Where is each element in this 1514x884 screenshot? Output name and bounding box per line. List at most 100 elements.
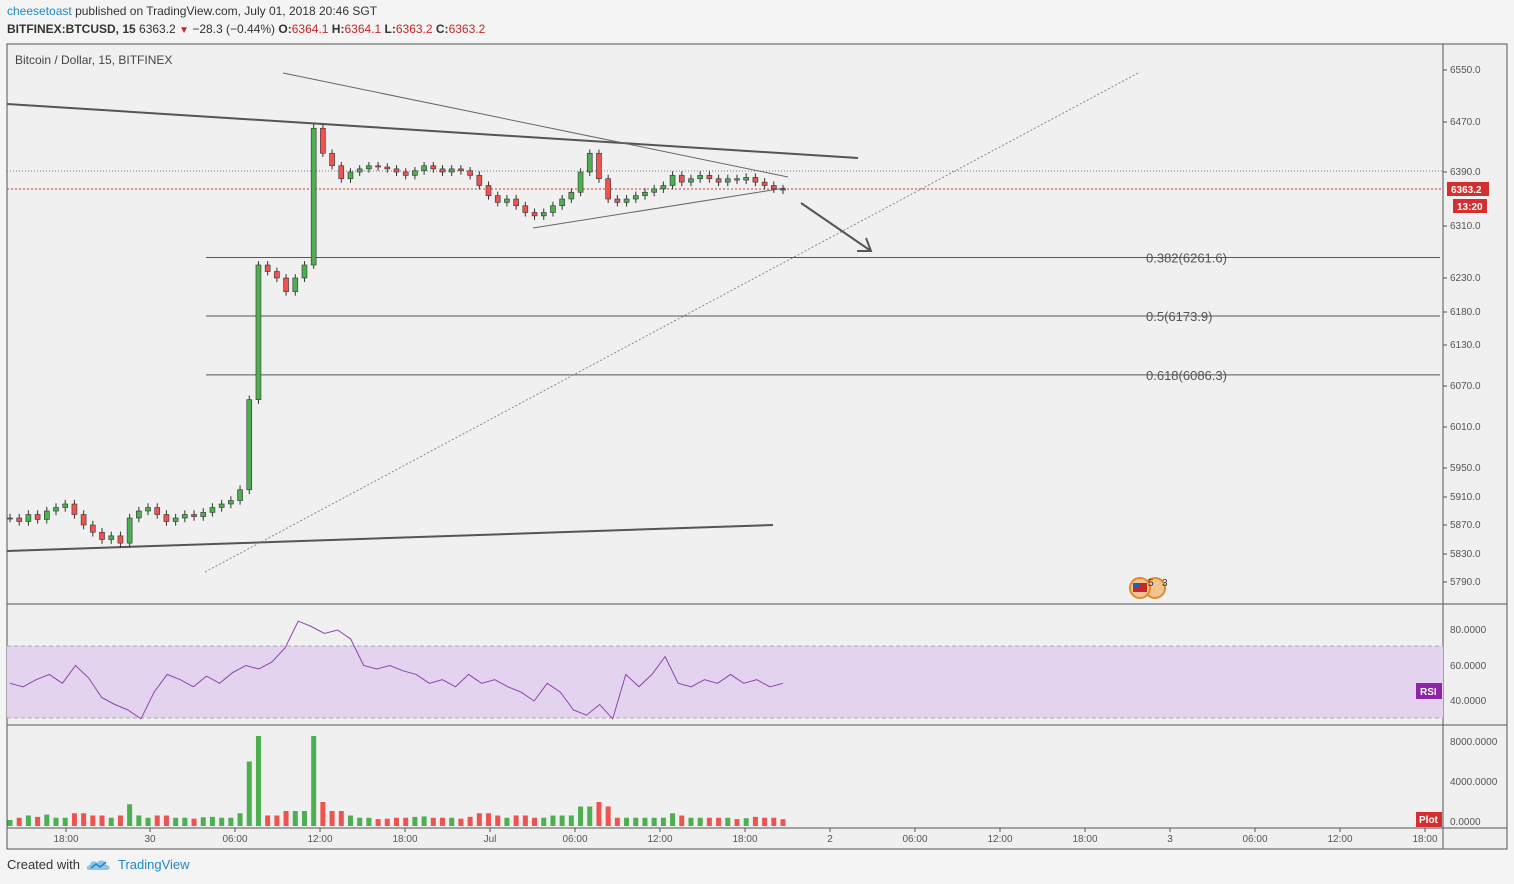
economic-events-icon[interactable]: 5 3 (1129, 577, 1168, 599)
last-price-tag (1447, 182, 1489, 196)
volume-bar (108, 817, 114, 826)
candle-body (402, 171, 409, 176)
volume-bar (292, 811, 298, 826)
volume-bar (624, 817, 630, 826)
volume-bar (394, 817, 399, 826)
time-tick-label: 2 (827, 834, 833, 845)
volume-bar (440, 817, 446, 826)
candle-body (412, 170, 418, 176)
high-label: H: (331, 22, 345, 36)
volume-bar (200, 817, 206, 826)
volume-bar (127, 804, 133, 826)
candle-body (62, 503, 69, 508)
candle-body (430, 165, 437, 170)
low-value: 6363.2 (395, 22, 433, 36)
candle-body (264, 264, 271, 272)
last-price-tag-text: 6363.2 (1451, 185, 1482, 196)
time-tick-label: 18:00 (392, 834, 417, 845)
volume-bar (90, 815, 96, 826)
price-axis[interactable]: 6550.0 6470.0 6390.0 6310.0 6230.0 6180.0 6130… (1443, 65, 1481, 588)
volume-bar (578, 806, 584, 826)
time-tick-label: 18:00 (1412, 834, 1437, 845)
volume-bar (16, 817, 22, 826)
price-tick-label: 6010.0 (1450, 422, 1481, 433)
candle-body (246, 399, 253, 491)
volume-bar (771, 817, 777, 826)
volume-bar (173, 817, 179, 826)
volume-bar (605, 806, 611, 826)
price-tick-label: 5790.0 (1450, 577, 1481, 588)
candle-body (255, 264, 262, 400)
fib-level-label: 0.618(6086.3) (1146, 368, 1227, 383)
candle-body (586, 152, 593, 173)
volume-bar (688, 817, 694, 826)
close-label: C: (435, 22, 449, 36)
fib-retracement[interactable]: 0.382(6261.6) 0.5(6173.9) 0.618(6086.3) (206, 250, 1440, 383)
volume-bar (532, 817, 538, 826)
volume-bar (44, 814, 50, 826)
author-link[interactable]: cheesetoast (7, 4, 72, 18)
triangle-bottom-line[interactable] (532, 187, 786, 229)
price-tick-label: 5910.0 (1450, 492, 1481, 503)
last-price: 6363.2 (139, 22, 176, 36)
candle-body (577, 171, 584, 193)
candle-body (172, 517, 179, 522)
dotted-trendline[interactable] (204, 71, 1141, 573)
candle-body (540, 212, 547, 217)
volume-bar (679, 815, 685, 826)
volume-bar (99, 815, 105, 826)
plot-tag-text: Plot (1419, 815, 1439, 826)
volume-bar (191, 818, 197, 826)
candle-body (126, 517, 133, 544)
candle-body (182, 514, 188, 519)
candle-body (301, 264, 308, 279)
volume-bar (550, 815, 556, 826)
volume-bar (338, 811, 344, 826)
candle-body (467, 170, 473, 176)
open-value: 6364.1 (291, 22, 329, 36)
candle-body (237, 489, 243, 501)
rsi-tag-text: RSI (1420, 687, 1437, 698)
triangle-top-line[interactable] (282, 72, 789, 178)
lower-trendline[interactable] (6, 524, 774, 552)
price-tick-label: 6310.0 (1450, 221, 1481, 232)
candle-body (44, 510, 50, 520)
volume-bar (255, 736, 261, 826)
volume-bar (375, 819, 381, 826)
fib-level-label: 0.382(6261.6) (1146, 250, 1227, 265)
volume-bar (706, 817, 712, 826)
volume-bar (633, 817, 639, 826)
volume-bar (274, 815, 280, 826)
time-tick-label: 12:00 (647, 834, 672, 845)
volume-bar (7, 820, 13, 826)
candle-body (697, 175, 703, 180)
countdown-tag-text: 13:20 (1457, 202, 1483, 213)
candle-body (623, 198, 630, 203)
candle-body (310, 127, 317, 266)
candle-body (642, 191, 648, 196)
time-axis[interactable]: 18:00 30 06:00 12:00 18:00 Jul 06:00 12:00 18:00… (53, 828, 1438, 845)
candle-body (274, 271, 280, 279)
candle-body (136, 510, 142, 519)
candle-body (752, 177, 759, 183)
volume-bar (430, 817, 436, 826)
price-tick-label: 6550.0 (1450, 65, 1481, 76)
candle-body (770, 185, 777, 190)
volume-bar (596, 802, 602, 826)
volume-bar (136, 815, 142, 826)
projection-arrow[interactable] (800, 202, 873, 252)
candle-body (7, 517, 13, 520)
candle-body (320, 127, 326, 154)
volume-bar (504, 817, 510, 826)
tradingview-link[interactable]: TradingView (117, 857, 190, 872)
high-value: 6364.1 (344, 22, 382, 36)
candle-body (458, 168, 464, 172)
time-tick-label: 12:00 (1327, 834, 1352, 845)
volume-bars (7, 736, 786, 826)
price-tick-label: 6180.0 (1450, 307, 1481, 318)
upper-trendline[interactable] (6, 103, 859, 159)
volume-bar (357, 817, 363, 826)
candle-body (724, 178, 731, 183)
open-label: O: (278, 22, 292, 36)
